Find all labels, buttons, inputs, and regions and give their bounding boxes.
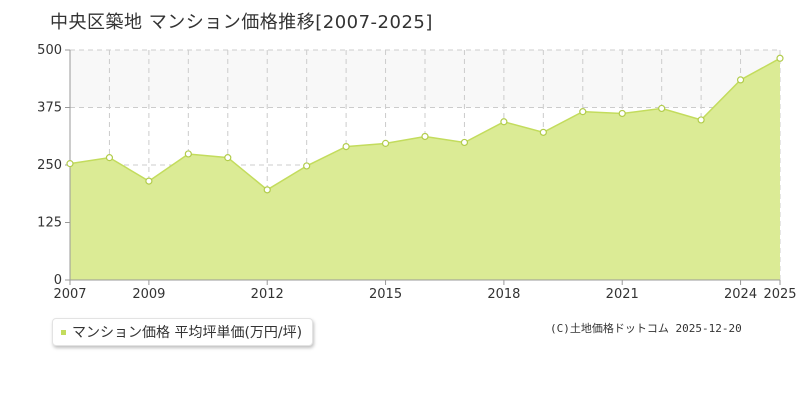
- y-tick-label: 375: [37, 101, 62, 116]
- x-tick-label: 2012: [251, 287, 284, 302]
- source-credit: (C)土地価格ドットコム 2025-12-20: [550, 322, 742, 335]
- data-point: [776, 54, 784, 62]
- data-point: [539, 128, 547, 136]
- data-point: [618, 109, 626, 118]
- chart-title: 中央区築地 マンション価格推移[2007-2025]: [50, 12, 433, 33]
- legend-label: マンション価格 平均坪単価(万円/坪): [72, 325, 303, 341]
- data-point: [224, 154, 232, 162]
- data-point: [303, 162, 311, 170]
- data-point: [460, 138, 469, 147]
- data-point: [263, 186, 271, 194]
- x-tick-label: 2015: [369, 287, 402, 302]
- x-tick-label: 2007: [53, 287, 86, 302]
- data-point: [736, 76, 745, 84]
- axis-ticks: 0 125 250 375 500 2007 2009 2012 2015 2018 2021 202…: [37, 43, 796, 302]
- data-point: [381, 139, 390, 147]
- data-point: [421, 132, 429, 141]
- data-point: [342, 143, 350, 151]
- y-tick-label: 500: [37, 43, 62, 58]
- data-point: [145, 177, 153, 185]
- x-tick-label: 2025: [763, 287, 796, 302]
- data-point: [697, 116, 705, 124]
- data-point: [184, 150, 192, 158]
- y-tick-label: 125: [37, 216, 62, 231]
- series-area: [70, 58, 780, 280]
- data-point: [500, 118, 508, 126]
- data-point: [658, 104, 666, 113]
- data-point: [579, 108, 587, 116]
- y-tick-label: 250: [37, 158, 62, 173]
- data-point: [66, 160, 74, 168]
- price-area-chart: 0 125 250 375 500 2007 2009 2012 2015 2018 2021 202…: [37, 43, 796, 302]
- x-tick-label: 2021: [606, 287, 639, 302]
- x-tick-label: 2009: [132, 287, 165, 302]
- data-markers: [66, 54, 784, 194]
- legend-swatch-icon: [61, 329, 66, 335]
- x-tick-label: 2024: [724, 287, 757, 302]
- chart-legend: マンション価格 平均坪単価(万円/坪): [52, 318, 314, 346]
- x-tick-label: 2018: [487, 287, 520, 302]
- y-tick-label: 0: [54, 273, 62, 288]
- data-point: [105, 154, 114, 162]
